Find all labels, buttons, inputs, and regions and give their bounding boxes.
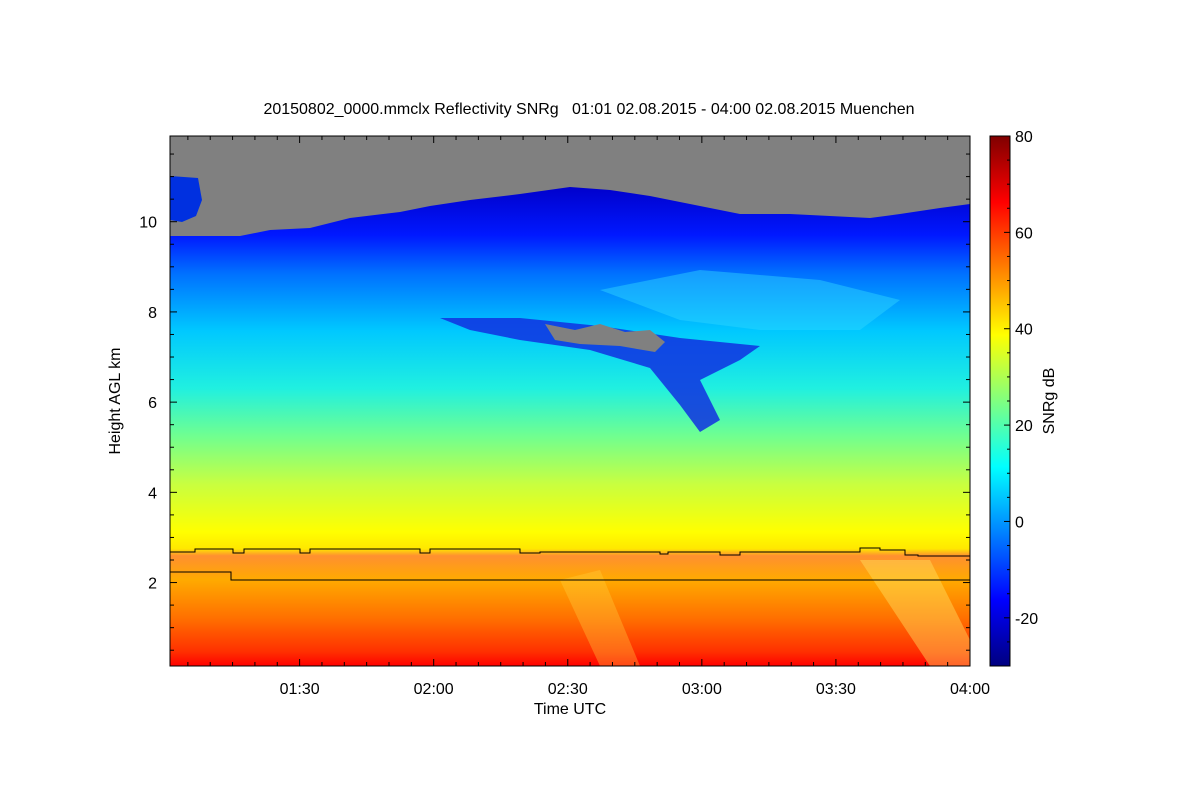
colorbar-tick-label: 0 bbox=[1015, 514, 1024, 531]
x-tick-label: 02:00 bbox=[414, 681, 454, 698]
colorbar-tick-label: 60 bbox=[1015, 225, 1033, 242]
x-tick-label: 02:30 bbox=[548, 681, 588, 698]
x-tick-label: 03:00 bbox=[682, 681, 722, 698]
line-upper bbox=[170, 547, 970, 557]
colorbar-axis: -20 0 20 40 60 80 bbox=[1004, 129, 1038, 667]
x-axis: 01:30 02:00 02:30 03:00 03:30 04:00 bbox=[187, 136, 990, 698]
y-tick-label: 8 bbox=[148, 305, 157, 322]
x-axis-label: Time UTC bbox=[534, 701, 606, 718]
echo-patch-upper-left bbox=[170, 176, 202, 222]
y-tick-label: 2 bbox=[148, 576, 157, 593]
y-tick-label: 6 bbox=[148, 395, 157, 412]
y-tick-label: 4 bbox=[148, 485, 157, 502]
colorbar-tick-label: -20 bbox=[1015, 611, 1038, 628]
rain-streak-1 bbox=[560, 570, 640, 666]
cyan-plume bbox=[600, 270, 900, 330]
colorbar-label: SNRg dB bbox=[1041, 368, 1058, 435]
colorbar-tick-label: 20 bbox=[1015, 418, 1033, 435]
low-snr-band bbox=[440, 318, 760, 432]
radar-echo-field bbox=[170, 187, 970, 666]
colorbar-tick-label: 40 bbox=[1015, 322, 1033, 339]
y-axis: 2 4 6 8 10 bbox=[139, 153, 970, 651]
x-tick-label: 04:00 bbox=[950, 681, 990, 698]
y-axis-label: Height AGL km bbox=[107, 347, 124, 454]
line-lower bbox=[170, 571, 970, 581]
rain-streak-2 bbox=[860, 560, 970, 666]
y-tick-label: 10 bbox=[139, 215, 157, 232]
colorbar-tick-label: 80 bbox=[1015, 129, 1033, 146]
x-tick-label: 03:30 bbox=[816, 681, 856, 698]
x-tick-label: 01:30 bbox=[280, 681, 320, 698]
plot-frame bbox=[169, 135, 971, 667]
chart-title: 20150802_0000.mmclx Reflectivity SNRg 01… bbox=[263, 101, 914, 118]
plot-area bbox=[170, 136, 970, 666]
no-signal-gap bbox=[545, 324, 665, 352]
